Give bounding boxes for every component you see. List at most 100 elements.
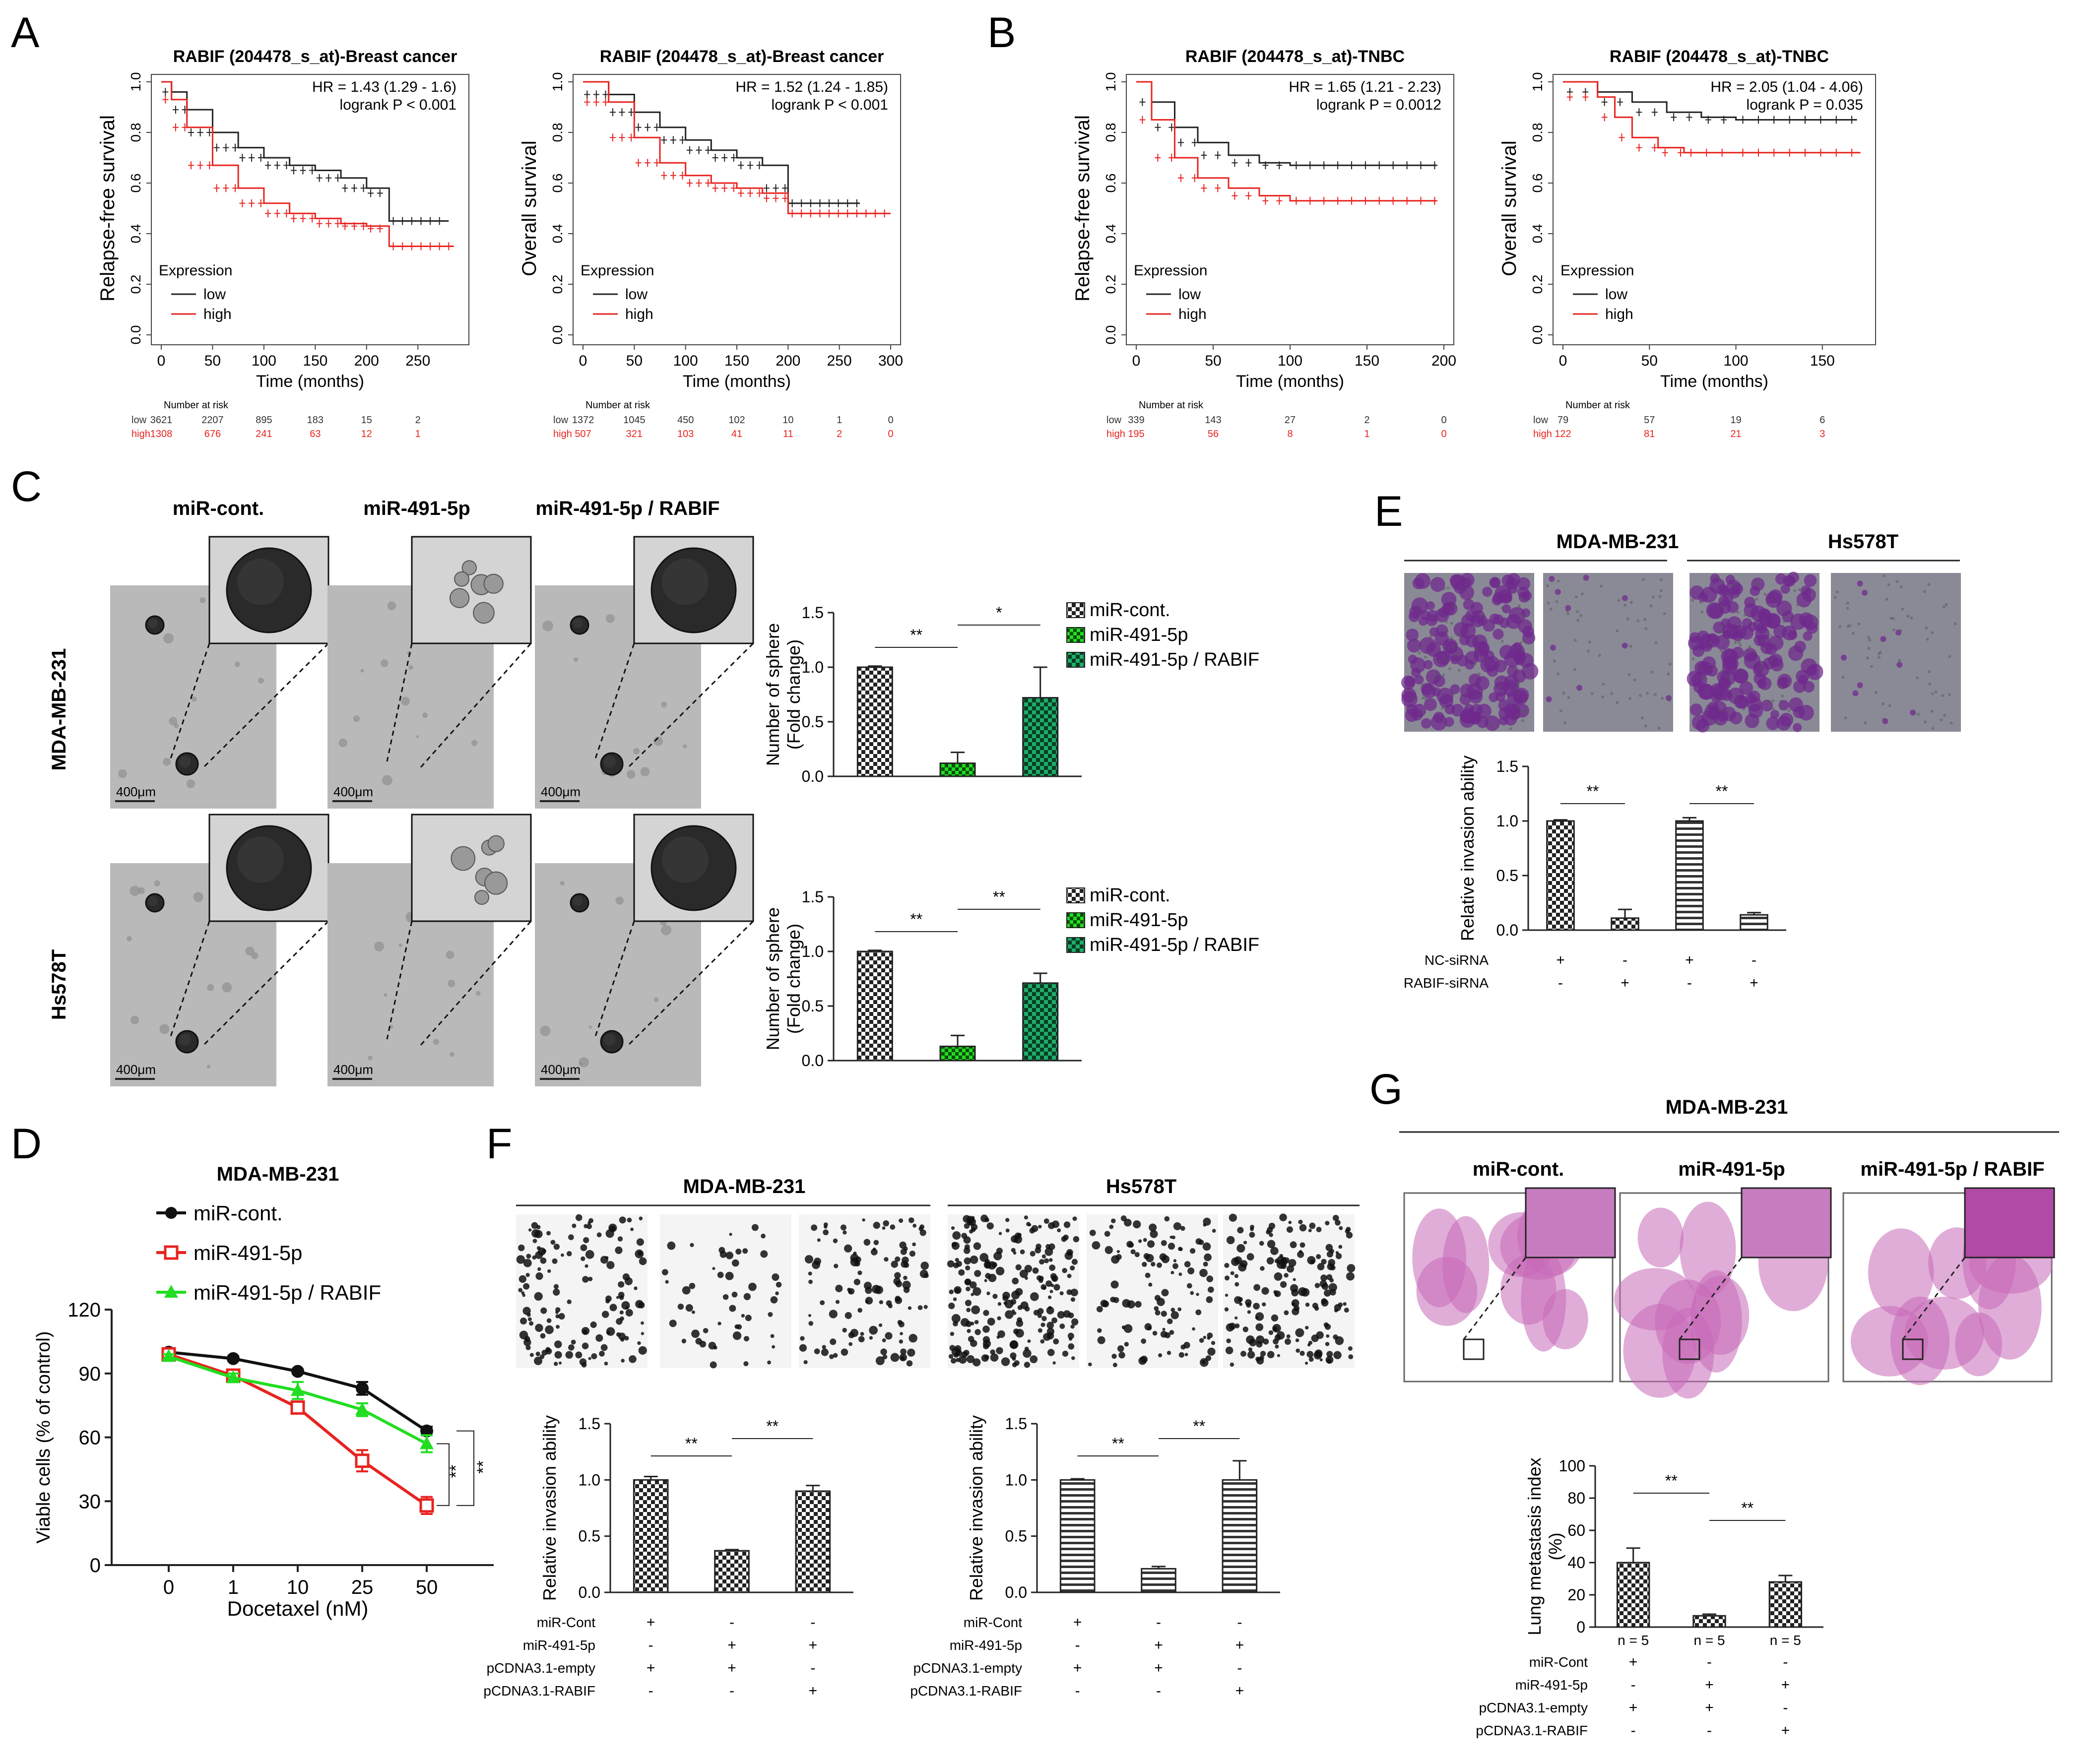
e-pore xyxy=(1660,589,1663,592)
km-censor-mark xyxy=(1678,148,1684,157)
c-inset-cell xyxy=(474,890,490,905)
f-stained-cell xyxy=(588,1218,594,1223)
e-pore xyxy=(1700,710,1704,714)
f-stained-cell xyxy=(1143,1253,1150,1260)
e-pore xyxy=(1629,644,1632,648)
c-cell-cluster xyxy=(401,696,410,706)
bar-ylabel: Number of sphere xyxy=(763,623,783,766)
f-stained-cell xyxy=(1017,1233,1022,1237)
e-stained-cell xyxy=(1549,575,1555,582)
e-stained-cell xyxy=(1404,676,1416,688)
e-pore xyxy=(1846,625,1850,628)
f-stained-cell xyxy=(1147,1240,1155,1248)
e-stained-cell xyxy=(1687,671,1703,687)
f-stained-cell xyxy=(1192,1327,1195,1331)
e-stained-cell xyxy=(1550,644,1556,651)
f-stained-cell xyxy=(966,1286,971,1292)
km-censor-mark xyxy=(602,90,609,99)
f-stained-cell xyxy=(1141,1338,1147,1344)
e-pore xyxy=(1645,692,1649,695)
panel-e-image-row xyxy=(1401,571,1961,733)
f-stained-cell xyxy=(1177,1307,1182,1312)
c-cell-cluster xyxy=(661,925,672,936)
km-xlabel: Time (months) xyxy=(256,372,364,391)
f-stained-cell xyxy=(998,1232,1002,1235)
f-stained-cell xyxy=(955,1288,961,1294)
e-pore xyxy=(1923,590,1927,593)
f-stained-cell xyxy=(1038,1314,1042,1319)
f-stained-cell xyxy=(1154,1306,1159,1311)
km-xtick-label: 250 xyxy=(405,353,430,369)
km-risk-high-value: 8 xyxy=(1287,429,1293,440)
km-censor-mark xyxy=(1601,98,1608,106)
f-stained-cell xyxy=(1338,1245,1343,1249)
f-stained-cell xyxy=(731,1259,739,1267)
f-stained-cell xyxy=(546,1318,552,1323)
e-pore xyxy=(1421,684,1424,687)
f-stained-cell xyxy=(527,1317,532,1322)
f-stained-cell xyxy=(1243,1241,1247,1245)
f-stained-cell xyxy=(1173,1222,1181,1230)
e-pore xyxy=(1563,721,1566,725)
km-censor-mark xyxy=(206,128,213,136)
f-stained-cell xyxy=(948,1302,955,1310)
km-xtick-label: 0 xyxy=(1132,353,1141,369)
panel-letter-c: C xyxy=(11,463,42,510)
e-stained-cell xyxy=(1715,634,1730,650)
km-censor-mark xyxy=(1232,159,1238,167)
c-cell-cluster xyxy=(384,993,388,997)
e-pore xyxy=(1475,647,1478,651)
km-risk-row-low: low xyxy=(1106,415,1122,426)
charts-layer: RABIF (204478_s_at)-Breast cancer0.00.20… xyxy=(33,47,1876,1739)
f-stained-cell xyxy=(583,1237,589,1244)
f-stained-cell xyxy=(1014,1360,1020,1366)
f-stained-cell xyxy=(571,1339,576,1345)
f-stained-cell xyxy=(1097,1328,1102,1333)
e-stained-cell xyxy=(1718,677,1731,691)
km-censor-mark xyxy=(436,217,443,225)
e-stained-cell xyxy=(1758,608,1770,620)
f-stained-cell xyxy=(1048,1258,1053,1262)
e-pore xyxy=(1627,673,1631,676)
km-legend-low: low xyxy=(625,286,648,303)
c-scale-label: 400μm xyxy=(116,1062,156,1077)
e-pore xyxy=(1490,724,1493,727)
e-group-2: Hs578T xyxy=(1828,531,1898,553)
f-stained-cell xyxy=(997,1316,1001,1321)
e-pore xyxy=(1454,653,1457,657)
km-censor-mark xyxy=(712,154,718,162)
f-stained-cell xyxy=(1239,1302,1243,1306)
e-stained-cell xyxy=(1465,659,1475,670)
f-stained-cell xyxy=(1293,1278,1296,1281)
km-risk-high-value: 1308 xyxy=(150,429,173,440)
e-stained-cell xyxy=(1460,623,1476,639)
f-stained-cell xyxy=(710,1361,717,1369)
f-stained-cell xyxy=(1151,1261,1156,1267)
f-stained-cell xyxy=(1249,1232,1255,1238)
f-stained-cell xyxy=(966,1355,975,1363)
f-stained-cell xyxy=(1138,1239,1142,1243)
f-stained-cell xyxy=(884,1257,889,1262)
bar-sign: + xyxy=(1235,1637,1244,1653)
f-stained-cell xyxy=(841,1348,848,1356)
km-censor-mark xyxy=(188,161,194,170)
e-pore xyxy=(1885,597,1888,601)
f-stained-cell xyxy=(1012,1277,1019,1285)
e-stained-cell xyxy=(1482,586,1493,597)
e-stained-cell xyxy=(1794,640,1806,653)
km-censor-mark xyxy=(342,222,348,230)
e-pore xyxy=(1748,645,1752,649)
f-stained-cell xyxy=(1187,1267,1195,1274)
f-stained-cell xyxy=(1308,1340,1312,1345)
bar-row-label: pCDNA3.1-RABIF xyxy=(483,1683,595,1699)
km-censor-mark xyxy=(436,242,443,251)
f-stained-cell xyxy=(1020,1249,1025,1255)
f-stained-cell xyxy=(1325,1244,1333,1252)
km-risk-high-value: 103 xyxy=(677,429,694,440)
f-stained-cell xyxy=(869,1325,878,1335)
d-marker xyxy=(420,1424,433,1438)
f-stained-cell xyxy=(1145,1272,1151,1278)
km-censor-mark xyxy=(635,159,642,167)
e-pore xyxy=(1479,614,1483,618)
km-risk-high-value: 12 xyxy=(361,429,372,440)
